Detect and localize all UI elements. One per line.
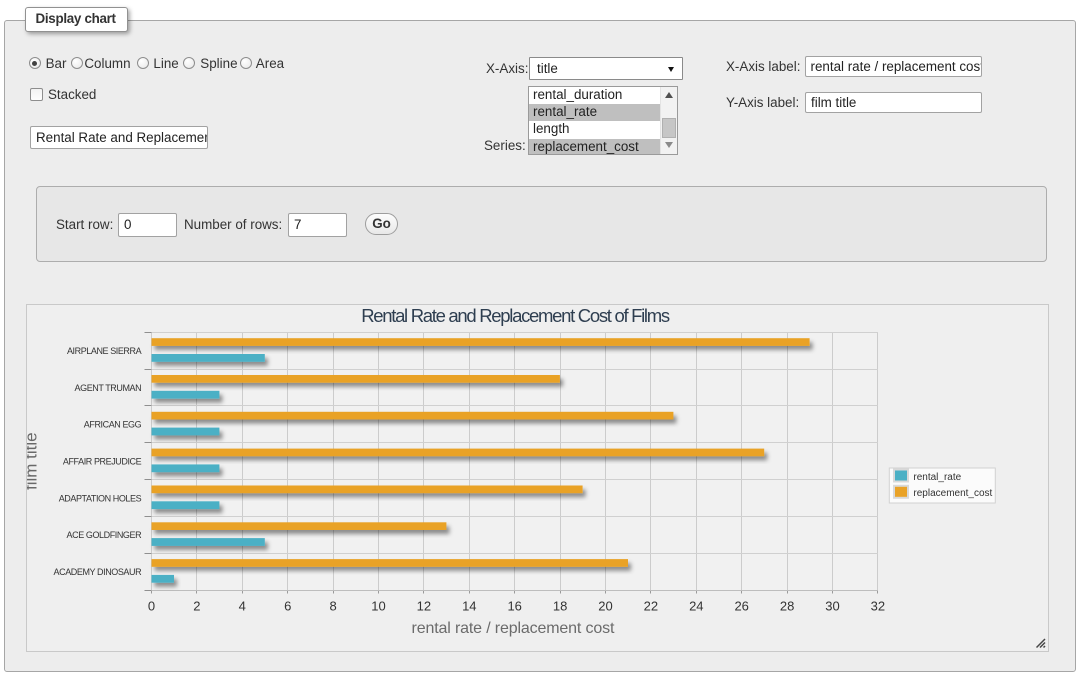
svg-text:28: 28 [780,599,794,614]
svg-text:AIRPLANE SIERRA: AIRPLANE SIERRA [67,346,142,356]
svg-text:Rental Rate and Replacement Co: Rental Rate and Replacement Cost of Film… [361,305,670,326]
svg-text:30: 30 [825,599,839,614]
svg-text:ACADEMY DINOSAUR: ACADEMY DINOSAUR [54,567,143,577]
svg-text:22: 22 [644,599,658,614]
svg-text:26: 26 [734,599,748,614]
svg-text:10: 10 [371,599,385,614]
svg-text:ACE GOLDFINGER: ACE GOLDFINGER [67,530,143,540]
svg-text:replacement_cost: replacement_cost [913,488,992,499]
svg-text:18: 18 [553,599,567,614]
svg-text:film title: film title [27,432,40,490]
svg-text:20: 20 [598,599,612,614]
svg-text:16: 16 [507,599,521,614]
svg-text:ADAPTATION HOLES: ADAPTATION HOLES [59,493,142,503]
svg-text:0: 0 [148,599,155,614]
svg-text:4: 4 [239,599,246,614]
svg-text:12: 12 [417,599,431,614]
svg-text:6: 6 [284,599,291,614]
svg-text:AFFAIR PREJUDICE: AFFAIR PREJUDICE [63,456,142,466]
svg-text:rental_rate: rental_rate [913,472,961,483]
svg-text:AGENT TRUMAN: AGENT TRUMAN [75,383,142,393]
svg-text:32: 32 [871,599,885,614]
svg-text:AFRICAN EGG: AFRICAN EGG [84,420,142,430]
svg-text:rental rate / replacement cost: rental rate / replacement cost [412,620,615,637]
svg-text:14: 14 [462,599,476,614]
svg-text:24: 24 [689,599,703,614]
svg-text:8: 8 [329,599,336,614]
svg-text:2: 2 [193,599,200,614]
